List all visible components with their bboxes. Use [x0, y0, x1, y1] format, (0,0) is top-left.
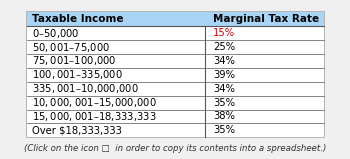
Text: Taxable Income: Taxable Income — [32, 14, 123, 24]
Text: $75,001 – $100,000: $75,001 – $100,000 — [32, 54, 116, 67]
Text: 15%: 15% — [213, 28, 235, 38]
Text: 38%: 38% — [213, 111, 235, 121]
Text: $335,001 – $10,000,000: $335,001 – $10,000,000 — [32, 82, 139, 95]
Text: 34%: 34% — [213, 84, 235, 94]
Text: $0 – $50,000: $0 – $50,000 — [32, 27, 79, 40]
Bar — [27, 12, 324, 26]
Bar — [27, 54, 324, 68]
Bar — [27, 82, 324, 96]
Bar — [27, 68, 324, 82]
Bar — [27, 26, 324, 40]
Bar — [27, 110, 324, 123]
Text: 35%: 35% — [213, 98, 235, 108]
Text: $15,000,001 – $18,333,333: $15,000,001 – $18,333,333 — [32, 110, 156, 123]
Text: 39%: 39% — [213, 70, 235, 80]
Text: $10,000,001 – $15,000,000: $10,000,001 – $15,000,000 — [32, 96, 156, 109]
Bar — [27, 123, 324, 137]
Text: Over $18,333,333: Over $18,333,333 — [32, 125, 121, 135]
Text: $100,001 – $335,000: $100,001 – $335,000 — [32, 68, 122, 81]
Text: (Click on the icon □  in order to copy its contents into a spreadsheet.): (Click on the icon □ in order to copy it… — [24, 144, 327, 152]
Text: 34%: 34% — [213, 56, 235, 66]
Text: $50,001 – $75,000: $50,001 – $75,000 — [32, 41, 110, 54]
Bar — [27, 40, 324, 54]
Text: Marginal Tax Rate: Marginal Tax Rate — [213, 14, 319, 24]
Bar — [27, 96, 324, 110]
Text: 35%: 35% — [213, 125, 235, 135]
Text: 25%: 25% — [213, 42, 235, 52]
